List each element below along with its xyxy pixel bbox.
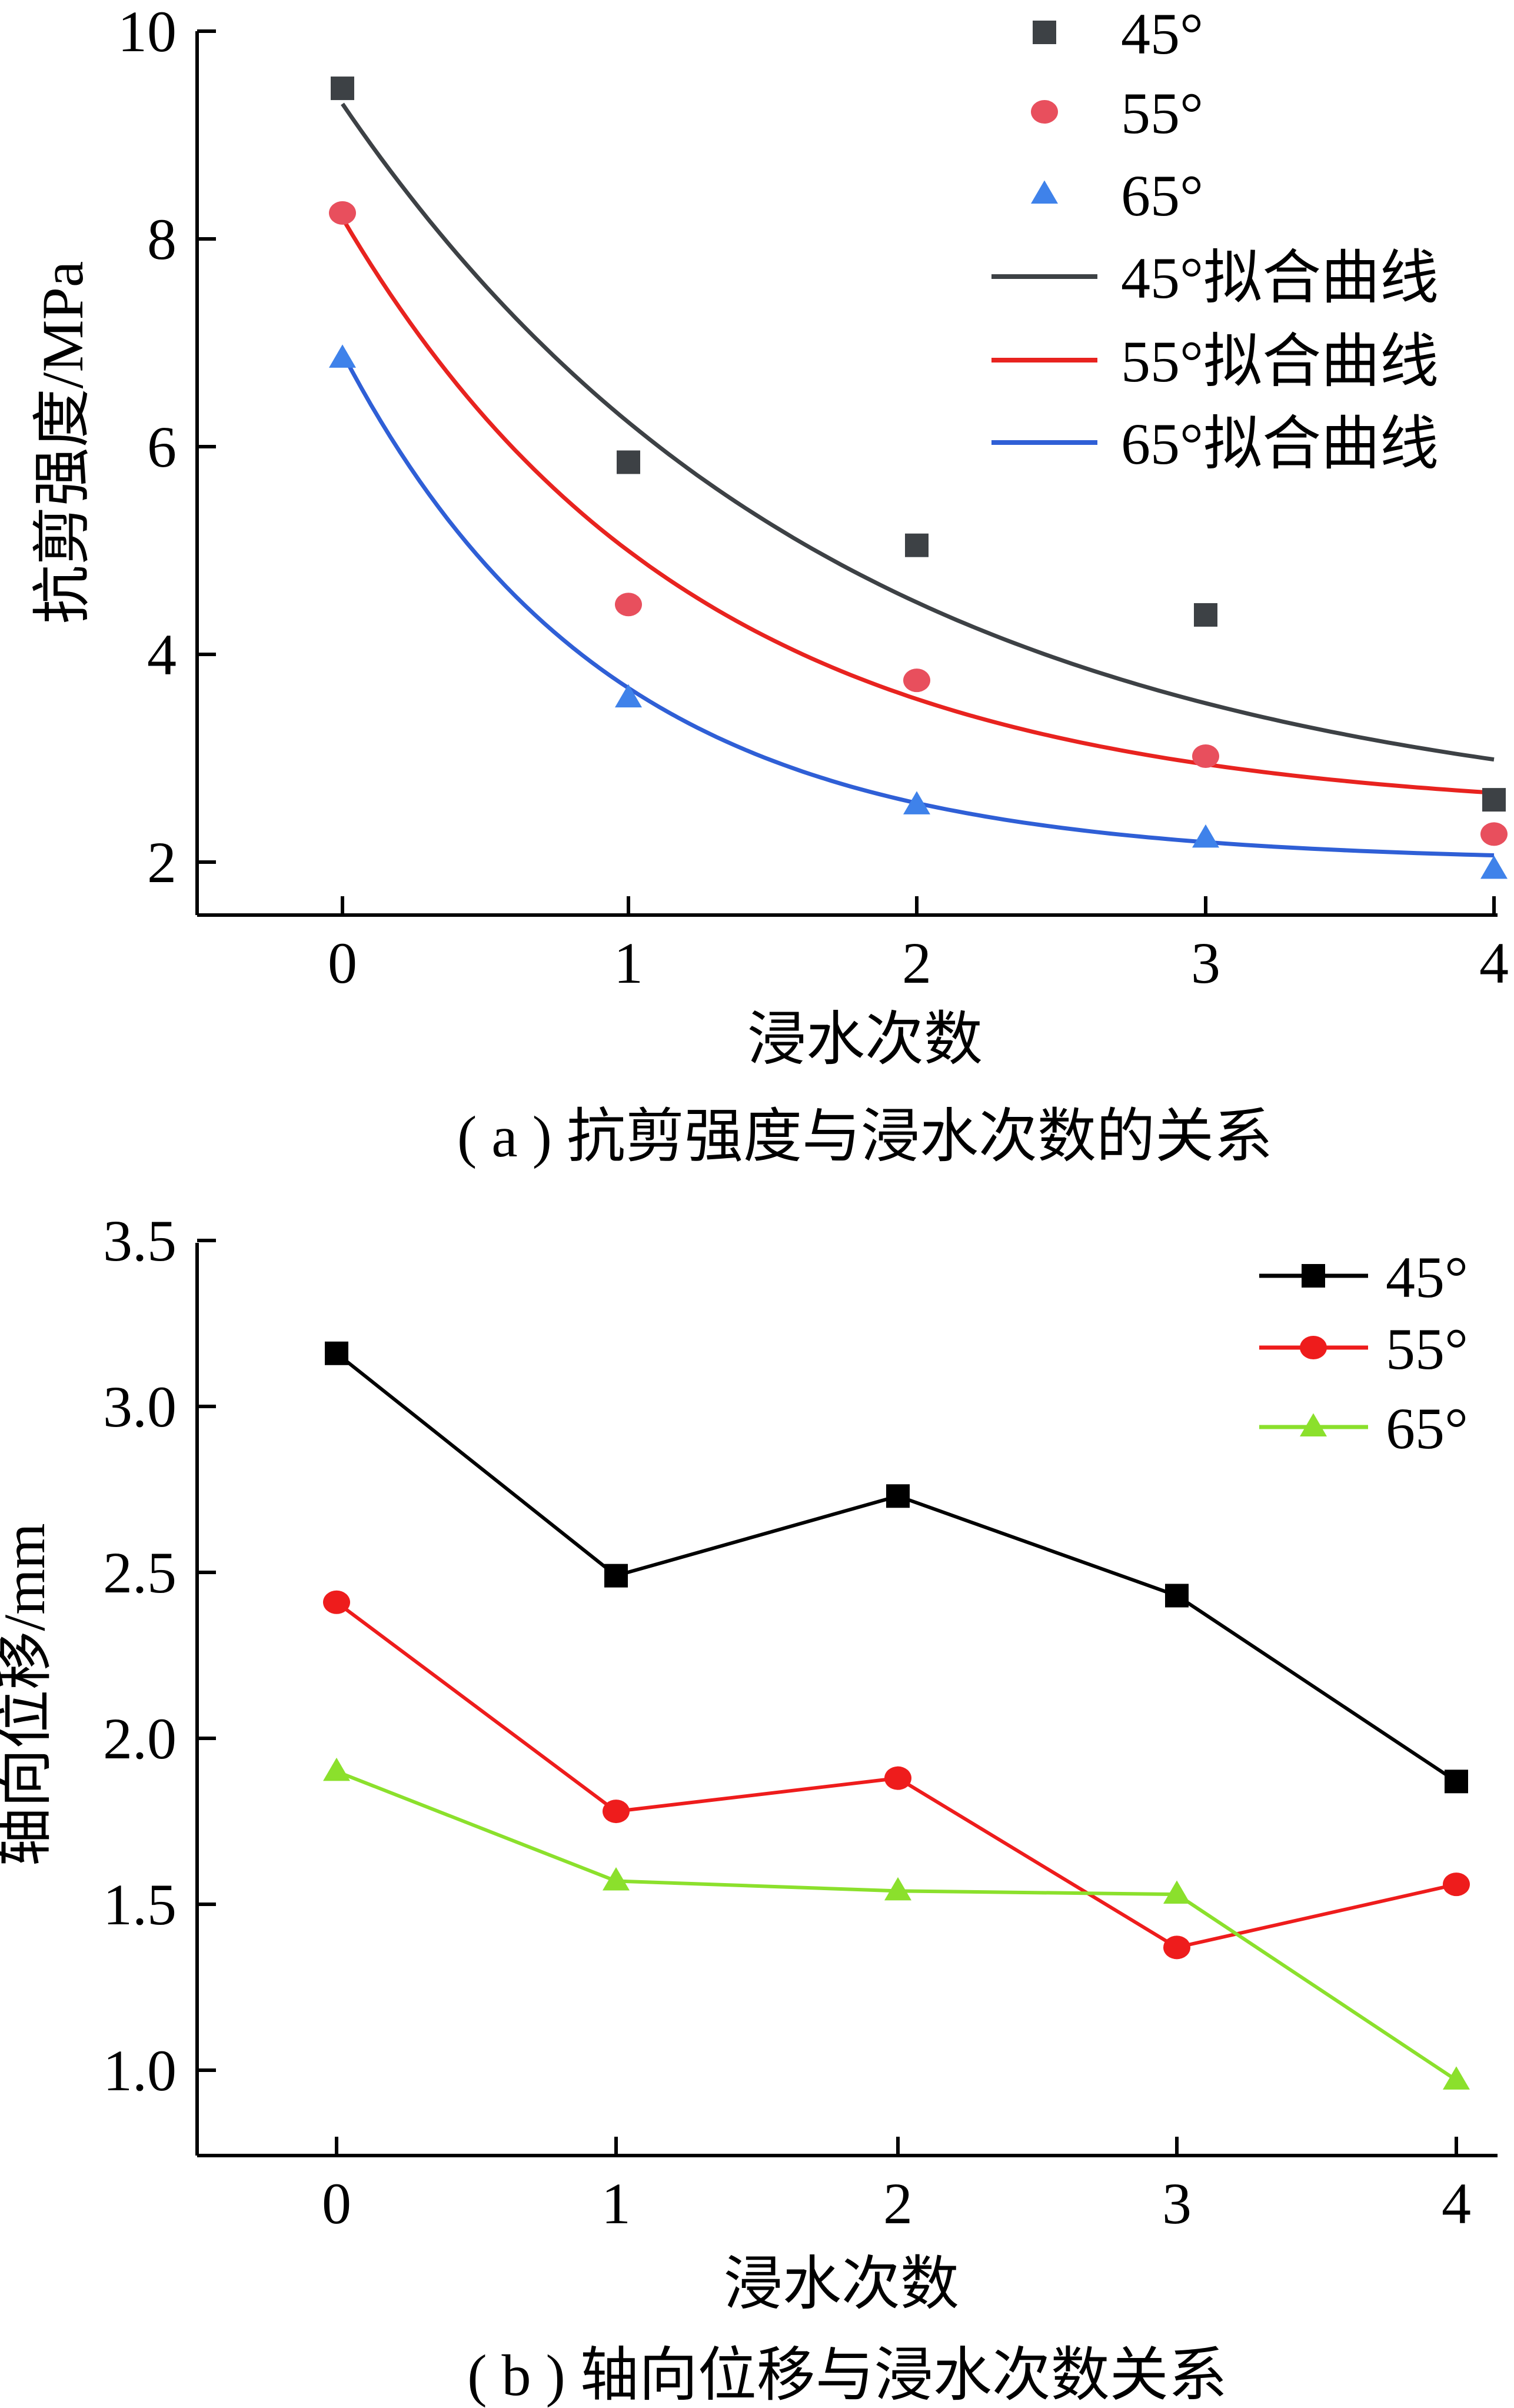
chart-b-legend-label: 65° (1386, 1396, 1468, 1461)
chart-a-point (903, 791, 930, 814)
chart-b-legend-label: 45° (1386, 1245, 1468, 1310)
chart-b-y-ticks: 1.0 1.5 2.0 2.5 3.0 3.5 (103, 1208, 216, 2103)
chart-b-point (886, 1484, 910, 1508)
chart-b-caption: ( b ) 轴向位移与浸水次数关系 (467, 2343, 1227, 2408)
chart-a-fit-curves (340, 102, 1495, 857)
chart-b-point (604, 1564, 628, 1588)
chart-a-point (615, 593, 642, 617)
chart-b-point (603, 1800, 630, 1824)
chart-a-point (1192, 744, 1219, 768)
chart-b-point (884, 1877, 911, 1901)
chart-a-point (1194, 603, 1217, 627)
chart-a-y-tick-label: 2 (147, 830, 177, 895)
chart-b-point (323, 1757, 350, 1781)
chart-a-x-tick-label: 2 (902, 930, 931, 996)
chart-a-point (329, 344, 356, 368)
chart-b-x-tick-label: 3 (1162, 2171, 1192, 2236)
chart-b-series-line (335, 1352, 1458, 1783)
chart-a-x-axis-label: 浸水次数 (747, 1007, 983, 1072)
chart-a-y-tick-label: 6 (147, 414, 177, 480)
chart-b-legend-marker (1300, 1336, 1327, 1359)
chart-b-x-ticks: 0 1 2 3 4 (322, 2137, 1471, 2236)
chart-b-data-points (323, 1341, 1470, 2090)
chart-a-point (1480, 855, 1508, 879)
chart-a-point (617, 450, 640, 474)
chart-b-legend-marker (1302, 1264, 1325, 1288)
chart-b-point (1443, 1872, 1470, 1897)
chart-a-fit-curve (340, 217, 1495, 795)
chart-a-point (1482, 788, 1506, 812)
chart-a-point (903, 668, 930, 693)
chart-b-y-axis-label: 轴向位移/mm (0, 1523, 57, 1866)
chart-a-legend-label: 55°拟合曲线 (1121, 329, 1439, 394)
chart-a-x-tick-label: 1 (614, 930, 643, 996)
chart-a-legend-label: 65°拟合曲线 (1121, 411, 1439, 477)
chart-b-point (1165, 1584, 1189, 1608)
chart-b-series-lines (335, 1352, 1458, 2082)
chart-a-point (905, 533, 929, 557)
chart-b-y-tick-label: 3.5 (103, 1208, 177, 1273)
chart-a-legend-marker (1031, 180, 1058, 204)
chart-a-legend-marker (1031, 100, 1058, 124)
chart-a-y-tick-label: 4 (147, 622, 177, 687)
chart-a-x-tick-label: 4 (1479, 930, 1509, 996)
chart-a-legend-label: 45°拟合曲线 (1121, 245, 1439, 311)
chart-a-point (1480, 822, 1508, 846)
chart-a-legend-label: 65° (1121, 163, 1203, 228)
chart-b-x-tick-label: 0 (322, 2171, 351, 2236)
chart-a: 2 4 6 8 10 0 1 2 3 4 45° 55° 65° 45°拟合曲线 55°拟合曲线 65°拟… (30, 0, 1509, 1169)
chart-a-y-tick-label: 8 (147, 207, 177, 272)
chart-b-y-tick-label: 2.0 (103, 1706, 177, 1771)
chart-a-caption: ( a ) 抗剪强度与浸水次数的关系 (457, 1104, 1273, 1169)
chart-b-y-tick-label: 1.5 (103, 1872, 177, 1937)
chart-a-axes (195, 31, 1498, 917)
chart-a-legend-label: 55° (1121, 81, 1203, 146)
chart-b-x-axis-label: 浸水次数 (724, 2251, 959, 2317)
chart-a-y-tick-label: 10 (118, 0, 177, 64)
chart-b-point (323, 1590, 350, 1614)
chart-b-legend-marker (1300, 1413, 1327, 1436)
chart-a-point (615, 684, 642, 708)
chart-b-x-tick-label: 4 (1442, 2171, 1471, 2236)
chart-a-point (1192, 824, 1219, 848)
chart-b-series-line (335, 1770, 1458, 2082)
chart-b-point (1163, 1880, 1190, 1904)
chart-a-y-axis-label: 抗剪强度/MPa (30, 261, 95, 624)
chart-b-legend-label: 55° (1386, 1316, 1468, 1382)
chart-a-point (329, 201, 356, 225)
chart-a-data-points (329, 77, 1508, 879)
chart-a-point (331, 77, 354, 101)
chart-a-x-tick-label: 3 (1191, 930, 1220, 996)
chart-a-y-ticks: 2 4 6 8 10 (118, 0, 216, 895)
chart-b-y-tick-label: 2.5 (103, 1540, 177, 1605)
chart-b-axes (195, 1243, 1498, 2157)
chart-b-x-tick-label: 2 (883, 2171, 913, 2236)
chart-b-point (1443, 2066, 1470, 2090)
chart-b-point (603, 1867, 630, 1891)
chart-b-point (884, 1766, 911, 1790)
chart-b: 1.0 1.5 2.0 2.5 3.0 3.5 0 1 2 3 4 45°55° 65° 轴向位移/… (0, 1208, 1498, 2408)
chart-a-x-tick-label: 0 (328, 930, 357, 996)
chart-a-legend-label: 45° (1121, 1, 1203, 66)
chart-a-fit-curve (341, 102, 1495, 762)
chart-b-point (325, 1341, 348, 1365)
chart-b-point (1163, 1935, 1190, 1960)
chart-b-y-tick-label: 3.0 (103, 1374, 177, 1439)
chart-a-x-ticks: 0 1 2 3 4 (328, 896, 1509, 996)
chart-b-point (1445, 1770, 1468, 1794)
chart-a-legend: 45° 55° 65° 45°拟合曲线 55°拟合曲线 65°拟合曲线 (991, 1, 1439, 477)
chart-a-legend-marker (1033, 21, 1056, 44)
chart-b-x-tick-label: 1 (601, 2171, 631, 2236)
chart-b-y-tick-label: 1.0 (103, 2038, 177, 2103)
chart-b-legend: 45°55° 65° (1259, 1245, 1468, 1461)
